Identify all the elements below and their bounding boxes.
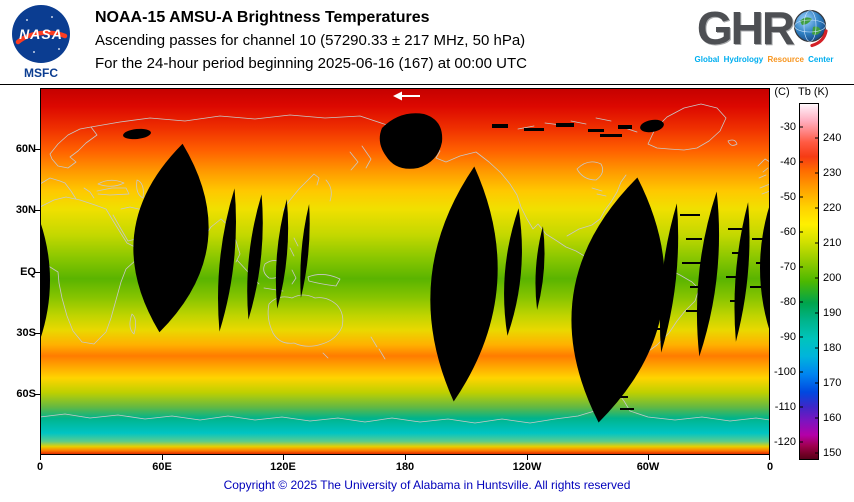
colorbar-kelvin-tick-label: 160 <box>823 412 842 424</box>
colorbar-celsius-tick-label: -90 <box>780 331 796 343</box>
ghrc-globe-icon <box>791 8 831 48</box>
nasa-swoosh-icon <box>15 16 68 53</box>
x-axis-label: 60W <box>636 461 660 473</box>
x-axis-tick-mark <box>527 455 528 460</box>
y-axis-label: 60S <box>16 388 36 400</box>
x-axis-tick-mark <box>40 455 41 460</box>
product-period-line: For the 24-hour period beginning 2025-06… <box>95 55 527 72</box>
colorbar <box>799 103 819 460</box>
colorbar-celsius-tick-label: -30 <box>780 121 796 133</box>
colorbar-celsius-tick-label: -60 <box>780 226 796 238</box>
x-axis-label: 180 <box>395 461 415 473</box>
y-axis-tick-mark <box>35 149 40 150</box>
x-axis-tick-mark <box>162 455 163 460</box>
colorbar-kelvin-tick-label: 220 <box>823 202 842 214</box>
nasa-insignia: NASA <box>12 5 70 63</box>
product-subtitle: Ascending passes for channel 10 (57290.3… <box>95 32 526 49</box>
colorbar-celsius-tick-label: -40 <box>780 156 796 168</box>
brightness-temperature-map <box>40 88 770 455</box>
colorbar-kelvin-tick-label: 240 <box>823 132 842 144</box>
colorbar-kelvin-tick-label: 180 <box>823 342 842 354</box>
colorbar-celsius-tick-label: -80 <box>780 296 796 308</box>
ghrc-logo: GHR Global <box>676 2 852 64</box>
colorbar-celsius-tick-label: -100 <box>773 366 796 378</box>
ghrc-letters: GHR <box>696 2 795 54</box>
ghrc-word: Hydrology <box>723 55 764 64</box>
map-frame <box>40 88 770 455</box>
x-axis-tick-mark <box>283 455 284 460</box>
colorbar-celsius-tick-label: -110 <box>774 401 796 413</box>
colorbar-kelvin-tick-label: 190 <box>823 307 842 319</box>
y-axis-tick-mark <box>35 394 40 395</box>
x-axis-label: 120W <box>512 461 542 473</box>
ghrc-tagline: Global Hydrology Resource Center <box>676 55 852 64</box>
y-axis-label: 30S <box>16 327 36 339</box>
msfc-label: MSFC <box>24 66 58 80</box>
nasa-insignia-text: NASA <box>19 26 63 42</box>
x-axis-label: 0 <box>36 461 44 473</box>
x-axis-tick-mark <box>769 455 770 460</box>
colorbar-kelvin-tick-label: 210 <box>823 237 842 249</box>
y-axis-label: 30N <box>15 204 36 216</box>
y-axis-tick-mark <box>35 272 40 273</box>
ghrc-word: Center <box>808 55 834 64</box>
x-axis-tick-mark <box>405 455 406 460</box>
copyright-notice: Copyright © 2025 The University of Alaba… <box>223 478 631 492</box>
colorbar-kelvin-tick-label: 200 <box>823 272 842 284</box>
colorbar-kelvin-header: Tb (K) <box>798 86 829 98</box>
no-data-swaths <box>40 113 770 423</box>
product-title: NOAA-15 AMSU-A Brightness Temperatures <box>95 9 430 26</box>
x-axis-label: 120E <box>270 461 296 473</box>
x-axis-label: 60E <box>152 461 172 473</box>
y-axis-tick-mark <box>35 333 40 334</box>
colorbar-celsius-header: (C) <box>774 86 790 98</box>
colorbar-celsius-tick-label: -50 <box>780 191 796 203</box>
colorbar-kelvin-tick-label: 170 <box>823 377 842 389</box>
y-axis-tick-mark <box>35 210 40 211</box>
colorbar-celsius-tick-label: -120 <box>773 436 796 448</box>
pass-direction-arrow-icon <box>393 91 420 101</box>
colorbar-kelvin-tick-label: 150 <box>823 447 842 459</box>
x-axis-label: 0 <box>766 461 774 473</box>
x-axis-tick-mark <box>648 455 649 460</box>
ghrc-letters-row: GHR <box>676 2 852 54</box>
header-divider <box>0 84 854 85</box>
colorbar-celsius-tick-label: -70 <box>780 261 796 273</box>
y-axis-label: EQ <box>20 266 36 278</box>
colorbar-kelvin-tick-label: 230 <box>823 167 842 179</box>
title-block: NOAA-15 AMSU-A Brightness Temperatures A… <box>95 7 527 75</box>
y-axis-label: 60N <box>15 143 36 155</box>
ghrc-word: Global <box>694 55 720 64</box>
ghrc-word: Resource <box>767 55 804 64</box>
